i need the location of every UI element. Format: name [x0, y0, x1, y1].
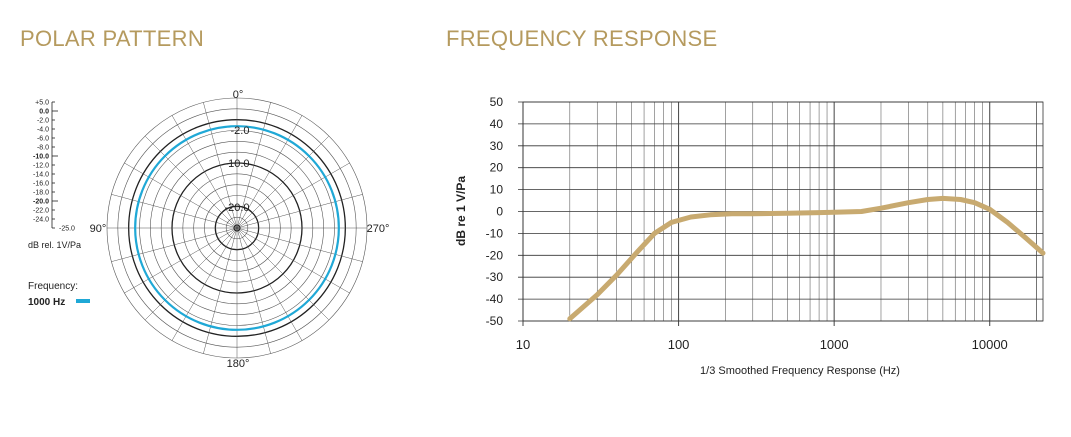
polar-spoke: [144, 227, 238, 321]
polar-spoke: [203, 227, 238, 354]
scale-label: -6.0: [37, 136, 49, 143]
freq-frame: [522, 101, 1044, 322]
polar-angle-90: 90°: [90, 223, 107, 235]
freq-y-tick: 50: [490, 95, 504, 109]
polar-ring-label-2: -2.0: [231, 125, 250, 137]
polar-ring-label-10: -10.0: [224, 158, 249, 170]
polar-spoke: [236, 227, 330, 321]
scale-label: -2.0: [37, 118, 49, 125]
freq-y-tick: 0: [496, 205, 503, 219]
scale-label: -18.0: [33, 190, 49, 197]
freq-x-tick: 1000: [820, 337, 849, 352]
freq-y-ticks: 50 40 30 20 10 0 -10 -20 -30 -40 -50: [486, 95, 504, 328]
polar-spoke: [144, 135, 238, 229]
polar-spoke: [203, 102, 238, 229]
polar-trace-1000hz: [134, 125, 340, 331]
freq-y-tick: 20: [490, 161, 504, 175]
polar-spoke: [236, 162, 350, 229]
polar-angle-180: 180°: [227, 358, 250, 370]
polar-chart: +5.0 0.0 -2.0 -4.0 -6.0 -8.0 -10.0 -12.0 -14.0 -1…: [28, 89, 390, 370]
freq-y-tick: -40: [486, 292, 504, 306]
scale-label: -10.0: [33, 154, 49, 161]
freq-y-tick: -20: [486, 248, 504, 262]
polar-spoke: [111, 227, 238, 262]
scale-label: -12.0: [33, 163, 49, 170]
polar-spoke: [111, 194, 238, 229]
freq-y-tick: -10: [486, 226, 504, 240]
freq-x-ticks: 10 100 1000 10000: [516, 337, 1008, 352]
freq-y-tick: -50: [486, 314, 504, 328]
polar-spoke: [236, 135, 330, 229]
polar-pattern-title: POLAR PATTERN: [20, 26, 205, 51]
scale-label: -8.0: [37, 145, 49, 152]
polar-grid: [106, 97, 368, 359]
scale-label: -4.0: [37, 127, 49, 134]
scale-label: 0.0: [39, 109, 49, 116]
polar-angle-270: 270°: [367, 223, 390, 235]
frequency-response-title: FREQUENCY RESPONSE: [446, 26, 718, 51]
polar-spoke: [236, 227, 363, 262]
freq-x-tick: 10000: [972, 337, 1008, 352]
polar-spoke: [171, 227, 238, 341]
scale-label: -24.0: [33, 217, 49, 224]
polar-angle-0: 0°: [233, 89, 244, 101]
scale-label: -25.0: [59, 226, 75, 233]
polar-spoke: [236, 102, 271, 229]
freq-y-tick: 10: [490, 183, 504, 197]
polar-spoke: [236, 194, 363, 229]
freq-x-label: 1/3 Smoothed Frequency Response (Hz): [700, 365, 900, 377]
polar-spoke: [236, 227, 271, 354]
polar-legend-item: 1000 Hz: [28, 297, 65, 308]
polar-spoke: [236, 227, 303, 341]
polar-db-scale: +5.0 0.0 -2.0 -4.0 -6.0 -8.0 -10.0 -12.0 -14.0 -1…: [33, 100, 75, 233]
polar-series: [134, 125, 340, 331]
freq-y-tick: -30: [486, 270, 504, 284]
freq-y-tick: 30: [490, 139, 504, 153]
scale-label: -22.0: [33, 208, 49, 215]
scale-label: -16.0: [33, 181, 49, 188]
freq-y-label: dB re 1 V/Pa: [454, 176, 468, 246]
freq-x-tick: 100: [668, 337, 690, 352]
polar-spoke: [124, 227, 238, 294]
polar-scale-unit: dB rel. 1V/Pa: [28, 240, 81, 250]
polar-spoke: [236, 227, 350, 294]
scale-label: -20.0: [33, 199, 49, 206]
polar-spoke: [236, 115, 303, 229]
scale-label: +5.0: [35, 100, 49, 107]
scale-label: -14.0: [33, 172, 49, 179]
polar-center: [233, 224, 241, 232]
freq-y-tick: 40: [490, 117, 504, 131]
polar-spoke: [124, 162, 238, 229]
polar-spoke: [171, 115, 238, 229]
freq-series: [567, 195, 1046, 322]
polar-legend-swatch: [76, 299, 90, 303]
freq-x-tick: 10: [516, 337, 530, 352]
freq-response-line: [567, 195, 1046, 322]
polar-ring-label-20: -20.0: [224, 202, 249, 214]
polar-legend-title: Frequency:: [28, 281, 78, 292]
